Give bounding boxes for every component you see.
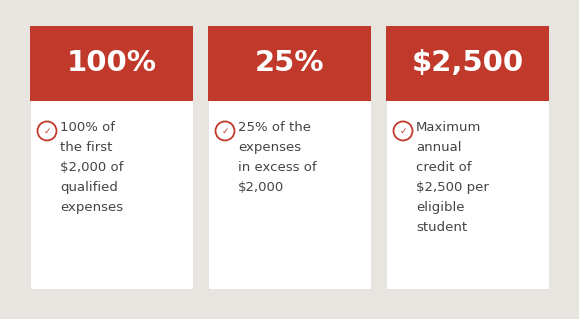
Text: Maximum
annual
credit of
$2,500 per
eligible
student: Maximum annual credit of $2,500 per elig… [416, 121, 489, 234]
FancyBboxPatch shape [208, 26, 371, 101]
FancyBboxPatch shape [208, 26, 371, 289]
FancyBboxPatch shape [30, 26, 193, 101]
Text: ✓: ✓ [43, 127, 51, 136]
FancyBboxPatch shape [386, 26, 549, 289]
Text: ✓: ✓ [400, 127, 407, 136]
Text: 25% of the
expenses
in excess of
$2,000: 25% of the expenses in excess of $2,000 [238, 121, 317, 194]
Text: 100% of
the first
$2,000 of
qualified
expenses: 100% of the first $2,000 of qualified ex… [60, 121, 123, 214]
Text: $2,500: $2,500 [412, 49, 523, 78]
Text: 100%: 100% [67, 49, 156, 78]
FancyBboxPatch shape [386, 26, 549, 101]
Text: ✓: ✓ [221, 127, 229, 136]
Text: 25%: 25% [255, 49, 324, 78]
FancyBboxPatch shape [30, 26, 193, 289]
